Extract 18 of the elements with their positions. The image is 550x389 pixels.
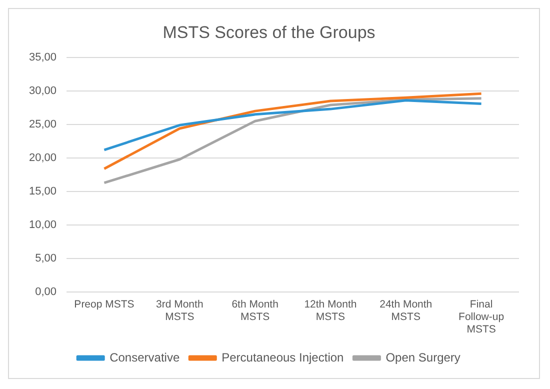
x-tick-label: Final Follow-up MSTS [458, 298, 504, 336]
x-tick-label: 12th Month MSTS [304, 298, 357, 323]
y-tick-label: 35,00 [28, 51, 57, 64]
legend-label: Conservative [110, 350, 180, 364]
legend-label: Percutaneous Injection [222, 350, 344, 364]
x-tick-label: Preop MSTS [74, 298, 134, 310]
y-tick-label: 30,00 [28, 84, 57, 97]
x-tick-label: 6th Month MSTS [232, 298, 279, 323]
x-tick-label: 3rd Month MSTS [156, 298, 204, 323]
chart-title: MSTS Scores of the Groups [162, 22, 376, 42]
x-tick-label: 24th Month MSTS [380, 298, 432, 323]
y-tick-label: 5,00 [35, 252, 57, 265]
y-tick-label: 15,00 [28, 186, 57, 198]
legend-label: Open Surgery [386, 350, 460, 364]
y-tick-label: 25,00 [28, 118, 57, 131]
y-tick-label: 20,00 [28, 152, 57, 164]
y-tick-label: 10,00 [28, 219, 57, 232]
y-tick-label: 0,00 [35, 286, 57, 298]
